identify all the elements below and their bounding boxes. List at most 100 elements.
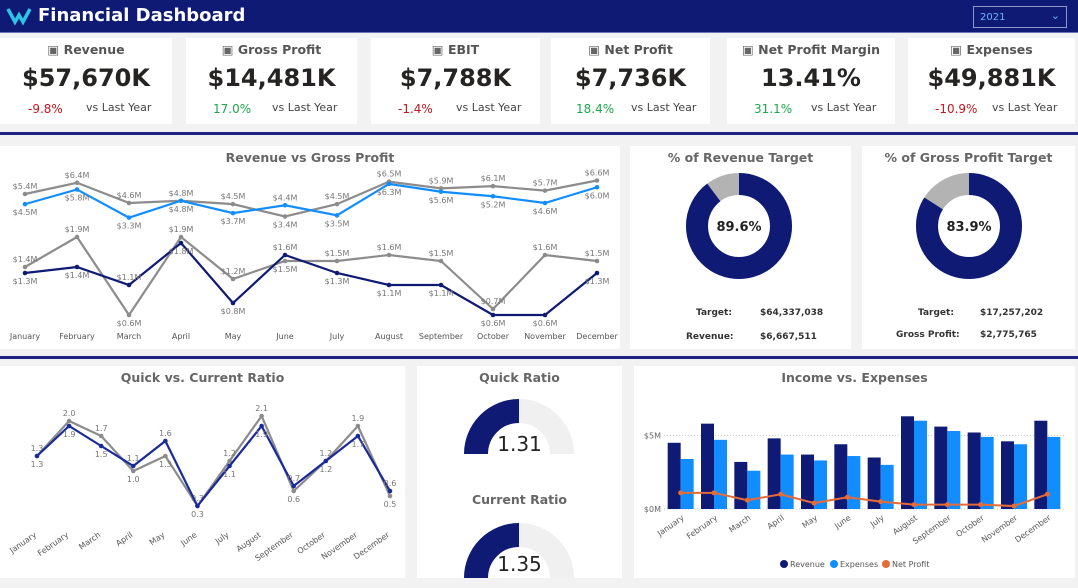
net-profit-point bbox=[778, 491, 784, 497]
revenue-value: $6,667,511 bbox=[760, 332, 817, 342]
net-profit-point bbox=[844, 494, 850, 500]
money-hand-icon: ▣ bbox=[431, 42, 448, 57]
revenue-target-card: % of Revenue Target 89.6% Target: $64,33… bbox=[630, 146, 851, 349]
data-label: $4.5M bbox=[325, 192, 350, 201]
data-point bbox=[542, 312, 548, 318]
year-dropdown[interactable]: 2021 ⌄ bbox=[973, 6, 1067, 28]
x-axis-label: March bbox=[77, 530, 102, 551]
series-line bbox=[36, 413, 391, 508]
kpi-vs-label: vs Last Year bbox=[86, 101, 152, 114]
net-profit-point bbox=[1011, 503, 1017, 509]
data-point bbox=[386, 252, 392, 258]
kpi-change: 18.4% bbox=[576, 102, 615, 116]
gross-profit-target-card: % of Gross Profit Target 83.9% Target: $… bbox=[862, 146, 1075, 349]
kpi-card-net-profit: ▣ Net Profit $7,736K 18.4% vs Last Year bbox=[551, 38, 710, 124]
target-value: $17,257,202 bbox=[980, 308, 1044, 318]
revenue-chart-icon: ▣ bbox=[47, 42, 64, 57]
data-label: 0.7 bbox=[287, 474, 300, 483]
data-label: $4.4M bbox=[273, 193, 298, 202]
data-label: $0.6M bbox=[117, 319, 142, 328]
header-bar: Financial Dashboard 2021 ⌄ bbox=[0, 0, 1078, 33]
data-point bbox=[334, 258, 340, 264]
y-axis-label: $5M bbox=[644, 431, 661, 440]
x-axis-label: August bbox=[375, 332, 403, 341]
data-point bbox=[259, 423, 264, 429]
data-point bbox=[227, 458, 232, 464]
data-point bbox=[387, 493, 393, 499]
data-label: $0.6M bbox=[533, 319, 558, 328]
data-point bbox=[386, 282, 392, 288]
data-label: 1.2 bbox=[223, 449, 236, 458]
income-vs-expenses-chart: Income vs. Expenses $0M $5M January Februar… bbox=[634, 366, 1075, 578]
donut-achieved bbox=[686, 173, 792, 279]
data-label: $6.3M bbox=[377, 188, 402, 197]
data-label: $1.1M bbox=[377, 289, 402, 298]
data-label: $1.5M bbox=[429, 249, 454, 258]
data-label: $1.2M bbox=[221, 267, 246, 276]
section-divider bbox=[0, 132, 1078, 135]
card-title: % of Gross Profit Target bbox=[884, 150, 1053, 165]
x-axis-label: May bbox=[225, 332, 242, 341]
revenue-bar bbox=[667, 442, 681, 509]
section-divider bbox=[0, 356, 1078, 359]
x-axis-label: February bbox=[36, 530, 70, 558]
legend-marker bbox=[780, 560, 788, 568]
data-label: 0.5 bbox=[384, 500, 397, 509]
target-label: Target: bbox=[918, 308, 954, 318]
money-bag-icon: ▣ bbox=[221, 42, 238, 57]
data-point bbox=[178, 240, 184, 246]
kpi-card-gross-profit: ▣ Gross Profit $14,481K 17.0% vs Last Ye… bbox=[186, 38, 357, 124]
data-point bbox=[66, 418, 72, 424]
data-label: $1.9M bbox=[65, 225, 90, 234]
kpi-change: 17.0% bbox=[213, 102, 252, 116]
quick-vs-current-ratio-chart: Quick vs. Current Ratio January February M… bbox=[0, 366, 405, 578]
data-label: $1.5M bbox=[585, 249, 610, 258]
data-point bbox=[334, 270, 340, 276]
expenses-bar bbox=[747, 470, 761, 509]
x-axis-label: September bbox=[911, 513, 953, 546]
data-point bbox=[282, 258, 288, 264]
revenue-label: Revenue: bbox=[686, 332, 734, 342]
data-point bbox=[594, 270, 600, 276]
x-axis-label: October bbox=[477, 332, 510, 341]
x-axis-label: August bbox=[891, 513, 919, 536]
donut-percent: 89.6% bbox=[716, 220, 761, 235]
x-axis-label: May bbox=[148, 530, 167, 547]
expenses-bar bbox=[947, 431, 961, 509]
expenses-bar bbox=[914, 420, 927, 509]
data-label: 1.5 bbox=[95, 450, 108, 459]
data-label: 1.7 bbox=[352, 440, 365, 449]
expenses-bar bbox=[880, 464, 894, 509]
data-label: $1.9M bbox=[169, 225, 194, 234]
chart-title: Income vs. Expenses bbox=[781, 370, 928, 385]
data-point bbox=[126, 200, 132, 206]
x-axis-label: March bbox=[727, 513, 752, 534]
data-label: 0.3 bbox=[191, 510, 204, 519]
data-label: $1.1M bbox=[429, 289, 454, 298]
kpi-value: $7,788K bbox=[399, 64, 512, 92]
net-profit-point bbox=[678, 490, 684, 496]
x-axis-label: June bbox=[178, 530, 198, 548]
kpi-vs-label: vs Last Year bbox=[811, 101, 877, 114]
expenses-bar bbox=[1014, 444, 1027, 509]
revenue-bar bbox=[767, 438, 781, 509]
revenue-bar bbox=[1034, 420, 1048, 509]
pie-chart-icon: ▣ bbox=[741, 42, 759, 57]
data-label: $1.1M bbox=[117, 273, 142, 282]
data-point bbox=[282, 202, 288, 208]
series-line bbox=[24, 235, 598, 317]
data-point bbox=[490, 193, 496, 199]
card-title: % of Revenue Target bbox=[667, 150, 814, 165]
data-point bbox=[387, 488, 393, 494]
data-point bbox=[438, 258, 444, 264]
x-axis-label: November bbox=[524, 332, 566, 341]
data-label: $6.0M bbox=[585, 191, 610, 200]
data-label: $0.6M bbox=[481, 319, 506, 328]
page-title: Financial Dashboard bbox=[38, 5, 246, 26]
data-label: $3.5M bbox=[325, 219, 350, 228]
revenue-bar bbox=[734, 461, 748, 509]
kpi-card-expenses: ▣ Expenses $49,881K -10.9% vs Last Year bbox=[908, 38, 1075, 124]
target-label: Target: bbox=[696, 308, 732, 318]
data-label: $1.6M bbox=[273, 243, 298, 252]
quick-ratio-title: Quick Ratio bbox=[479, 370, 560, 385]
